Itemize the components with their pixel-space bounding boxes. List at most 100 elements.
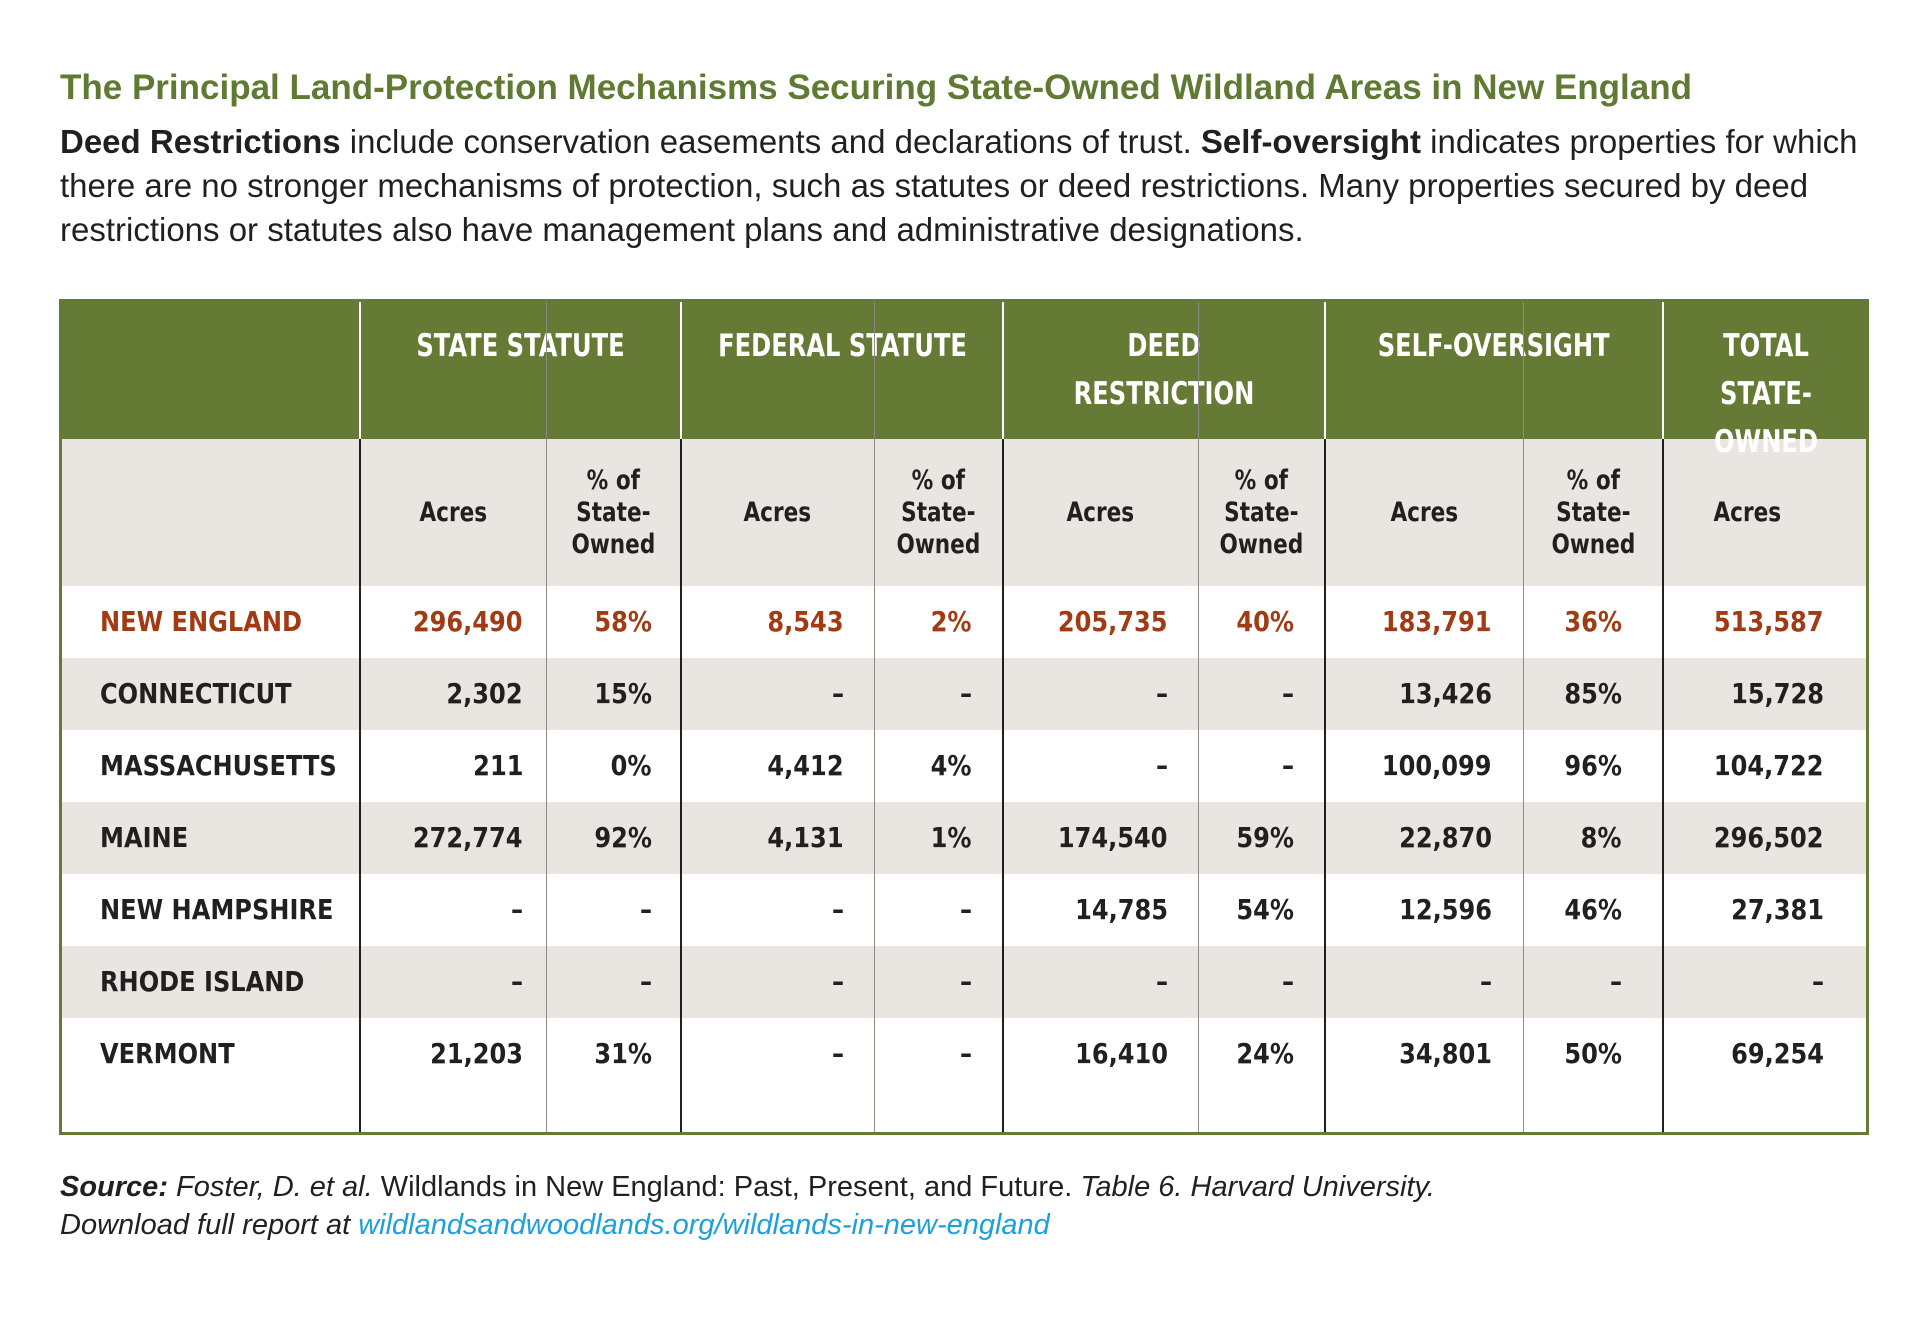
table-title: The Principal Land-Protection Mechanisms… bbox=[60, 68, 1692, 107]
table-cell: – bbox=[959, 965, 972, 998]
table-cell: 31% bbox=[594, 1037, 652, 1070]
table-cell: 96% bbox=[1564, 749, 1622, 782]
table-cell: 211 bbox=[472, 749, 523, 782]
table-cell: 14,785 bbox=[1075, 893, 1168, 926]
table-cell: – bbox=[510, 893, 523, 926]
column-divider bbox=[1324, 302, 1326, 1132]
table-cell: – bbox=[1281, 965, 1294, 998]
group-header-self-oversight: SELF-OVERSIGHT bbox=[1378, 328, 1610, 364]
column-divider bbox=[546, 302, 547, 1132]
column-divider bbox=[680, 302, 682, 1132]
row-label: MASSACHUSETTS bbox=[100, 749, 337, 782]
table-cell: 205,735 bbox=[1058, 605, 1168, 638]
table-cell: 8% bbox=[1581, 821, 1622, 854]
table-cell: 8,543 bbox=[767, 605, 844, 638]
table-cell: 12,596 bbox=[1399, 893, 1492, 926]
source-line-2: Download full report at wildlandsandwood… bbox=[60, 1206, 1435, 1244]
table-cell: 50% bbox=[1564, 1037, 1622, 1070]
row-label: MAINE bbox=[100, 821, 189, 854]
row-label: NEW HAMPSHIRE bbox=[100, 893, 334, 926]
protection-table: STATE STATUTE FEDERAL STATUTE DEED RESTR… bbox=[59, 299, 1869, 1135]
description-text-2: indicates properties for which there are… bbox=[60, 123, 1858, 248]
header-divider bbox=[1002, 302, 1004, 439]
subheader-state-statute-pct: % of State- Owned bbox=[571, 464, 656, 560]
table-cell: 2% bbox=[931, 605, 972, 638]
table-cell: – bbox=[959, 677, 972, 710]
table-cell: 27,381 bbox=[1731, 893, 1824, 926]
sub-header-row bbox=[62, 439, 1866, 586]
table-cell: 46% bbox=[1564, 893, 1622, 926]
subheader-self-oversight-acres: Acres bbox=[1390, 496, 1458, 528]
group-header-row bbox=[62, 302, 1866, 439]
column-divider bbox=[1523, 302, 1524, 1132]
table-cell: 58% bbox=[594, 605, 652, 638]
source-label: Source: bbox=[60, 1171, 168, 1203]
table-cell: 15,728 bbox=[1731, 677, 1824, 710]
table-cell: 272,774 bbox=[413, 821, 523, 854]
table-cell: 92% bbox=[594, 821, 652, 854]
table-row: RHODE ISLAND – – – – – – – – – bbox=[62, 946, 1866, 1018]
source-work: Wildlands in New England: Past, Present,… bbox=[372, 1171, 1073, 1203]
subheader-self-oversight-pct: % of State- Owned bbox=[1551, 464, 1635, 560]
table-cell: 0% bbox=[611, 749, 652, 782]
table-cell: 174,540 bbox=[1058, 821, 1168, 854]
table-cell: – bbox=[1281, 677, 1294, 710]
table-row: NEW HAMPSHIRE – – – – 14,785 54% 12,596 46% 27,38… bbox=[62, 874, 1866, 946]
table-cell: 296,490 bbox=[413, 605, 523, 638]
table-cell: – bbox=[831, 1037, 844, 1070]
column-divider bbox=[1002, 302, 1004, 1132]
table-cell: 513,587 bbox=[1714, 605, 1824, 638]
table-cell: 4,131 bbox=[767, 821, 844, 854]
table-cell: 183,791 bbox=[1382, 605, 1492, 638]
subheader-federal-statute-pct: % of State- Owned bbox=[896, 464, 981, 560]
table-cell: – bbox=[1609, 965, 1622, 998]
group-header-federal-statute: FEDERAL STATUTE bbox=[717, 328, 967, 364]
term-deed-restrictions: Deed Restrictions bbox=[60, 123, 341, 160]
table-cell: 24% bbox=[1236, 1037, 1294, 1070]
table-cell: 54% bbox=[1236, 893, 1294, 926]
column-divider bbox=[1662, 302, 1664, 1132]
group-header-state-statute: STATE STATUTE bbox=[416, 328, 625, 364]
table-cell: 40% bbox=[1236, 605, 1294, 638]
table-cell: 59% bbox=[1236, 821, 1294, 854]
table-cell: – bbox=[1281, 749, 1294, 782]
report-link[interactable]: wildlandsandwoodlands.org/wildlands-in-n… bbox=[358, 1209, 1050, 1241]
subheader-federal-statute-acres: Acres bbox=[743, 496, 812, 528]
table-cell: – bbox=[1155, 749, 1168, 782]
table-cell: – bbox=[959, 893, 972, 926]
table-cell: 69,254 bbox=[1731, 1037, 1824, 1070]
table-cell: – bbox=[639, 893, 652, 926]
table-row: CONNECTICUT 2,302 15% – – – – 13,426 85% 15,728 bbox=[62, 658, 1866, 730]
column-divider bbox=[359, 302, 361, 1132]
table-cell: – bbox=[510, 965, 523, 998]
header-divider bbox=[359, 302, 361, 439]
download-text: Download full report at bbox=[60, 1209, 359, 1241]
table-cell: 15% bbox=[594, 677, 652, 710]
table-cell: – bbox=[639, 965, 652, 998]
source-detail: Table 6. Harvard University. bbox=[1072, 1171, 1435, 1203]
table-cell: 34,801 bbox=[1399, 1037, 1492, 1070]
group-header-deed-restriction: DEED RESTRICTION bbox=[1073, 328, 1255, 412]
table-cell: – bbox=[831, 965, 844, 998]
header-divider bbox=[1662, 302, 1664, 439]
row-label: RHODE ISLAND bbox=[100, 965, 305, 998]
source-note: Source: Foster, D. et al. Wildlands in N… bbox=[60, 1168, 1435, 1244]
table-cell: 100,099 bbox=[1382, 749, 1492, 782]
table-cell: – bbox=[1155, 677, 1168, 710]
table-cell: – bbox=[1811, 965, 1824, 998]
table-cell: 4,412 bbox=[767, 749, 844, 782]
table-row: MAINE 272,774 92% 4,131 1% 174,540 59% 22,870 8%… bbox=[62, 802, 1866, 874]
row-label: CONNECTICUT bbox=[100, 677, 292, 710]
source-authors: Foster, D. et al. bbox=[167, 1171, 373, 1203]
row-label: NEW ENGLAND bbox=[100, 605, 303, 638]
table-row: MASSACHUSETTS 211 0% 4,412 4% – – 100,099 96% 104… bbox=[62, 730, 1866, 802]
table-cell: – bbox=[831, 677, 844, 710]
group-header-total-state-owned: TOTAL STATE-OWNED bbox=[1713, 328, 1819, 460]
table-row: VERMONT 21,203 31% – – 16,410 24% 34,801 50% 69,2… bbox=[62, 1018, 1866, 1090]
table-cell: 4% bbox=[931, 749, 972, 782]
column-divider bbox=[874, 302, 875, 1132]
table-cell: – bbox=[831, 893, 844, 926]
table-description: Deed Restrictions include conservation e… bbox=[60, 120, 1870, 252]
table-cell: 36% bbox=[1564, 605, 1622, 638]
subheader-total-acres: Acres bbox=[1713, 496, 1781, 528]
